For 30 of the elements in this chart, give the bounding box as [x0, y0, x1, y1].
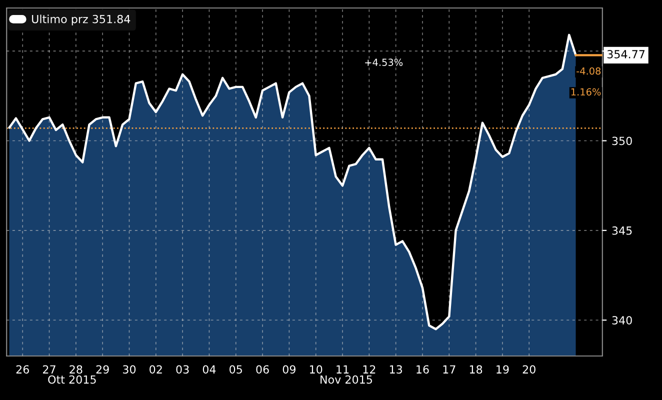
x-tick-label: 03 [176, 365, 189, 374]
x-tick-label: 18 [470, 365, 482, 374]
text: Nov 2015 [320, 375, 372, 384]
x-tick-label: 17 [443, 365, 456, 374]
x-tick-label: 28 [70, 365, 82, 374]
x-tick-label: 06 [256, 365, 269, 374]
y-tick-label: 345 [612, 226, 632, 235]
x-tick-label: 05 [230, 365, 242, 374]
y-tick-label: 340 [612, 316, 632, 325]
x-tick-label: 30 [123, 365, 136, 374]
x-tick-label: 04 [202, 365, 216, 374]
x-tick-label: 13 [390, 365, 402, 374]
x-tick-label: 26 [16, 365, 29, 374]
legend-label: Ultimo prz 351.84 [32, 14, 130, 26]
annotation: 1.16% [571, 88, 601, 96]
x-tick-label: 02 [150, 365, 162, 374]
x-tick-label: 11 [336, 365, 349, 374]
text: Ott 2015 [48, 375, 96, 384]
y-tick-label: 350 [612, 136, 632, 146]
x-tick-label: 09 [282, 365, 296, 374]
x-tick-label: 19 [496, 365, 509, 374]
x-tick-label: 20 [522, 365, 536, 374]
annotation: +4.53% [365, 58, 403, 66]
x-tick-label: 27 [43, 365, 56, 374]
x-tick-label: 16 [416, 365, 429, 374]
x-tick-label: 12 [363, 365, 376, 374]
x-tick-label: 29 [96, 365, 109, 374]
annotation: -4.08 [576, 67, 601, 75]
x-tick-label: 10 [310, 365, 322, 374]
ref-line-label: 354.77 [607, 50, 645, 58]
